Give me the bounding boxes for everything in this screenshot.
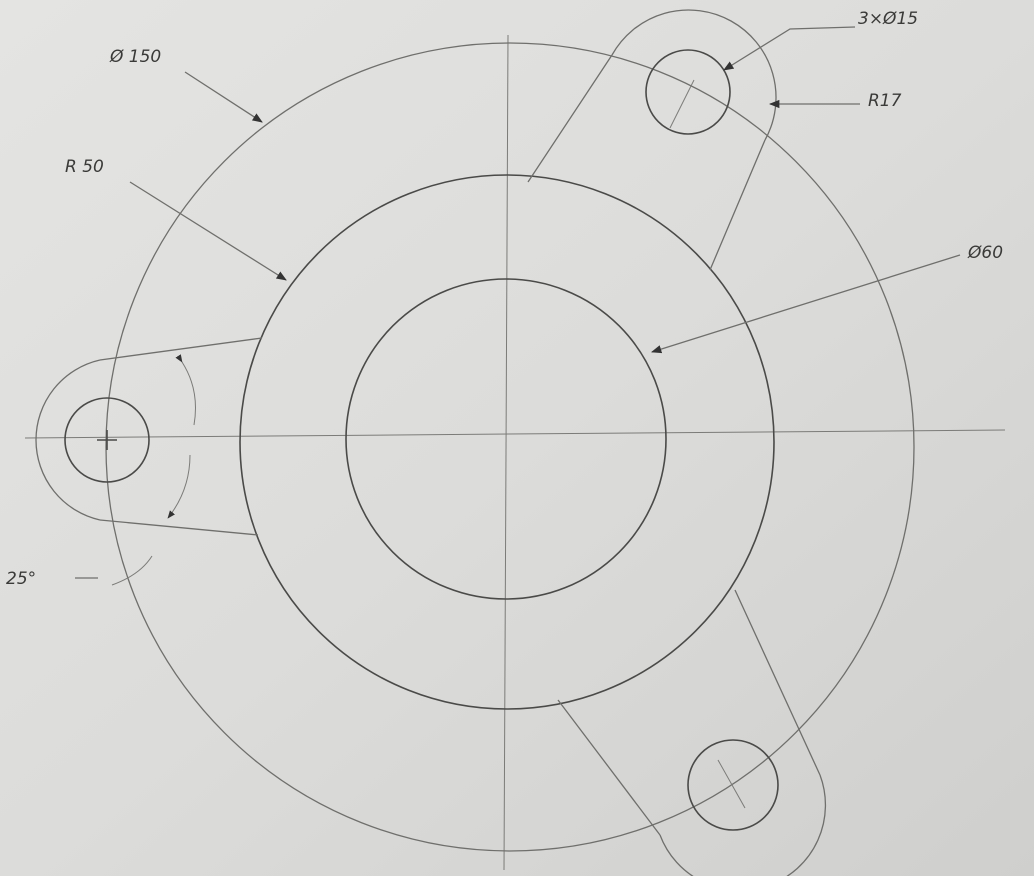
dim-label: Ø 150 bbox=[109, 47, 161, 67]
dim-label: 25° bbox=[6, 569, 36, 589]
paper bbox=[0, 0, 1034, 876]
drawing: Ø 150 R 50 3×Ø15 R17 Ø60 25° bbox=[0, 0, 1034, 876]
dim-label: R 50 bbox=[65, 157, 104, 177]
dim-label: 3×Ø15 bbox=[858, 9, 918, 29]
dim-label: R17 bbox=[868, 91, 902, 111]
dim-label: Ø60 bbox=[967, 243, 1003, 263]
